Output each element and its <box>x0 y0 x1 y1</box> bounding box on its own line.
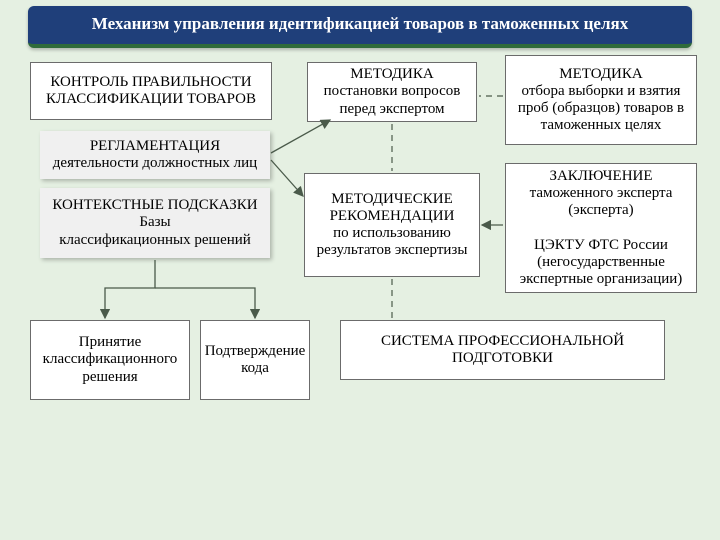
node-label: СИСТЕМА ПРОФЕССИОНАЛЬНОЙ ПОДГОТОВКИ <box>347 333 658 368</box>
node-label-line2: постановки вопросов перед экспертом <box>314 83 470 118</box>
node-label: КОНТРОЛЬ ​ПРАВИЛЬНОСТИ КЛАССИФИКАЦИИ ТОВ… <box>37 74 265 109</box>
node-label: Принятие классификационного решения <box>37 334 183 386</box>
node-professional-training: СИСТЕМА ПРОФЕССИОНАЛЬНОЙ ПОДГОТОВКИ <box>340 320 665 380</box>
node-label-line1: РЕГЛАМЕНТАЦИЯ <box>90 138 220 155</box>
node-label: ЗАКЛЮЧЕНИЕ таможенного эксперта (эксперт… <box>512 168 690 289</box>
edge-hints-to-decision <box>105 260 155 318</box>
node-label-line2: отбора выборки и взятия проб (образцов) … <box>512 83 690 135</box>
node-decision: Принятие классификационного решения <box>30 320 190 400</box>
node-reglamentation: РЕГЛАМЕНТАЦИЯ деятельности должностных л… <box>40 131 270 179</box>
edge-reglamentation-to-questions <box>271 120 330 153</box>
node-label-line2: по использованию результатов экспертизы <box>311 225 473 260</box>
edge-hints-to-confirmation <box>155 288 255 318</box>
node-method-questions: МЕТОДИКА постановки вопросов перед экспе… <box>307 62 477 122</box>
node-method-recommendations: МЕТОДИЧЕСКИЕ РЕКОМЕНДАЦИИ по использован… <box>304 173 480 277</box>
node-expert-conclusion: ЗАКЛЮЧЕНИЕ таможенного эксперта (эксперт… <box>505 163 697 293</box>
node-label-line1: МЕТОДИКА <box>350 66 433 83</box>
node-context-hints: КОНТЕКСТНЫЕ ПОДСКАЗКИ Базы классификацио… <box>40 188 270 258</box>
node-label-line1: КОНТЕКСТНЫЕ ПОДСКАЗКИ <box>52 197 257 214</box>
node-control-correctness: КОНТРОЛЬ ​ПРАВИЛЬНОСТИ КЛАССИФИКАЦИИ ТОВ… <box>30 62 272 120</box>
node-label-line2: Базы классификационных решений <box>59 214 251 249</box>
node-label-line1: МЕТОДИКА <box>559 66 642 83</box>
node-label: Подтверждение кода <box>205 343 306 378</box>
node-label-line1: МЕТОДИЧЕСКИЕ РЕКОМЕНДАЦИИ <box>311 191 473 226</box>
node-method-sampling: МЕТОДИКА отбора выборки и взятия проб (о… <box>505 55 697 145</box>
edge-reglamentation-to-recommendations <box>271 160 303 196</box>
node-label-line2: деятельности должностных лиц <box>53 155 257 172</box>
node-code-confirmation: Подтверждение кода <box>200 320 310 400</box>
diagram-title: Механизм управления идентификацией товар… <box>28 6 692 48</box>
